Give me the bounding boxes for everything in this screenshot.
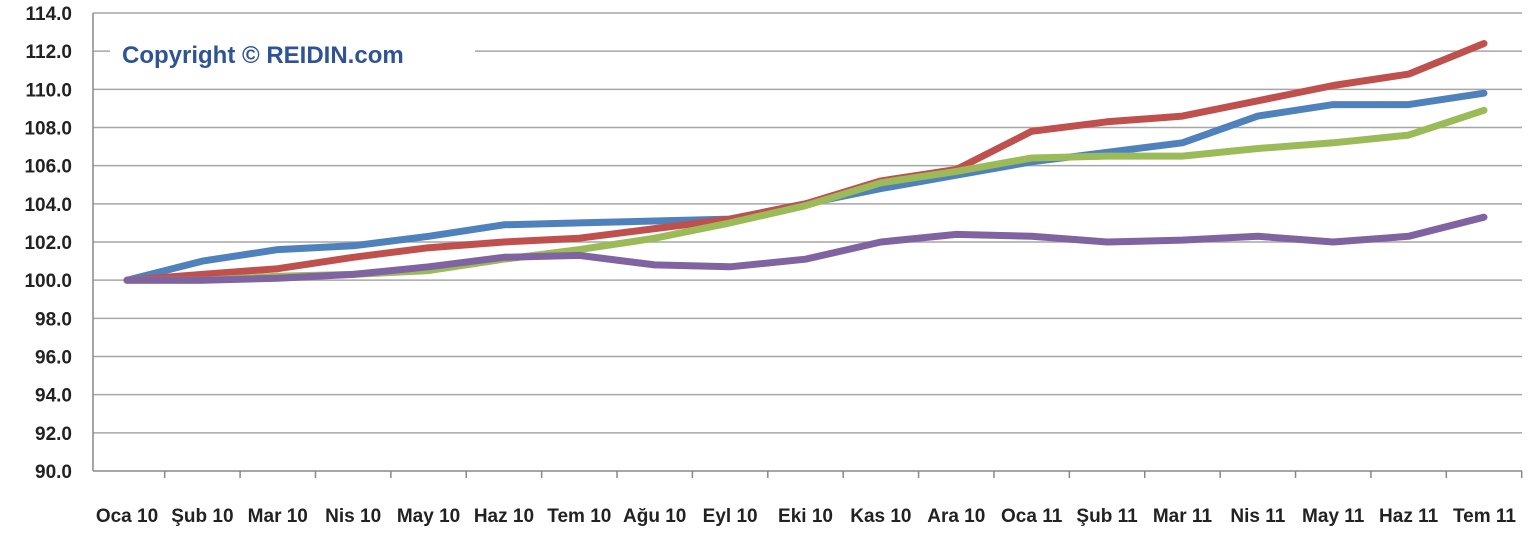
copyright-text: Copyright © REIDIN.com: [122, 42, 404, 69]
series-lines: [123, 40, 1488, 284]
x-tick-label: Mar 10: [248, 506, 308, 527]
y-tick-label: 114.0: [26, 4, 73, 25]
x-tick-label: Ara 10: [927, 506, 985, 527]
y-tick-label: 90.0: [35, 462, 72, 483]
x-tick-label: Oca 11: [1001, 506, 1063, 527]
y-tick-label: 94.0: [35, 386, 72, 407]
y-tick-label: 108.0: [24, 119, 72, 140]
y-tick-label: 110.0: [26, 80, 73, 101]
x-tick-label: Haz 11: [1379, 506, 1439, 527]
x-tick-label: Tem 10: [547, 506, 611, 527]
y-tick-label: 92.0: [35, 424, 72, 445]
series-line-3: [123, 106, 1488, 284]
x-tick-labels: Oca 10 Şub 10 Mar 10 Nis 10 May 10 Haz 10 Tem …: [96, 506, 1517, 527]
series-line-4: [123, 213, 1488, 284]
x-tick-label: Haz 10: [474, 506, 534, 527]
x-tick-label: Ağu 10: [623, 506, 686, 527]
x-tick-label: Nis 10: [325, 506, 381, 527]
x-tick-label: Mar 11: [1153, 506, 1213, 527]
x-tick-label: Eki 10: [778, 506, 833, 527]
y-tick-label: 98.0: [35, 309, 72, 330]
x-tick-label: Eyl 10: [703, 506, 758, 527]
y-tick-labels: 90.0 92.0 94.0 96.0 98.0 100.0 102.0 104.0 106.0…: [24, 4, 72, 483]
y-tick-label: 102.0: [24, 233, 72, 254]
y-tick-label: 104.0: [24, 195, 72, 216]
x-tick-label: Tem 11: [1453, 506, 1516, 527]
gridlines: [93, 12, 1522, 434]
x-tick-label: Nis 11: [1230, 506, 1285, 527]
x-tick-label: May 11: [1302, 506, 1365, 527]
y-tick-label: 100.0: [24, 271, 72, 292]
x-tick-label: Kas 10: [850, 506, 911, 527]
x-tick-label: Şub 11: [1076, 506, 1138, 527]
y-tick-label: 96.0: [35, 348, 72, 369]
axes: [92, 13, 1523, 478]
x-tick-label: May 10: [397, 506, 460, 527]
series-line-1: [123, 89, 1488, 284]
y-tick-label: 106.0: [24, 157, 72, 178]
x-tick-label: Şub 10: [171, 506, 233, 527]
y-tick-label: 112.0: [26, 42, 73, 63]
x-tick-label: Oca 10: [96, 506, 158, 527]
